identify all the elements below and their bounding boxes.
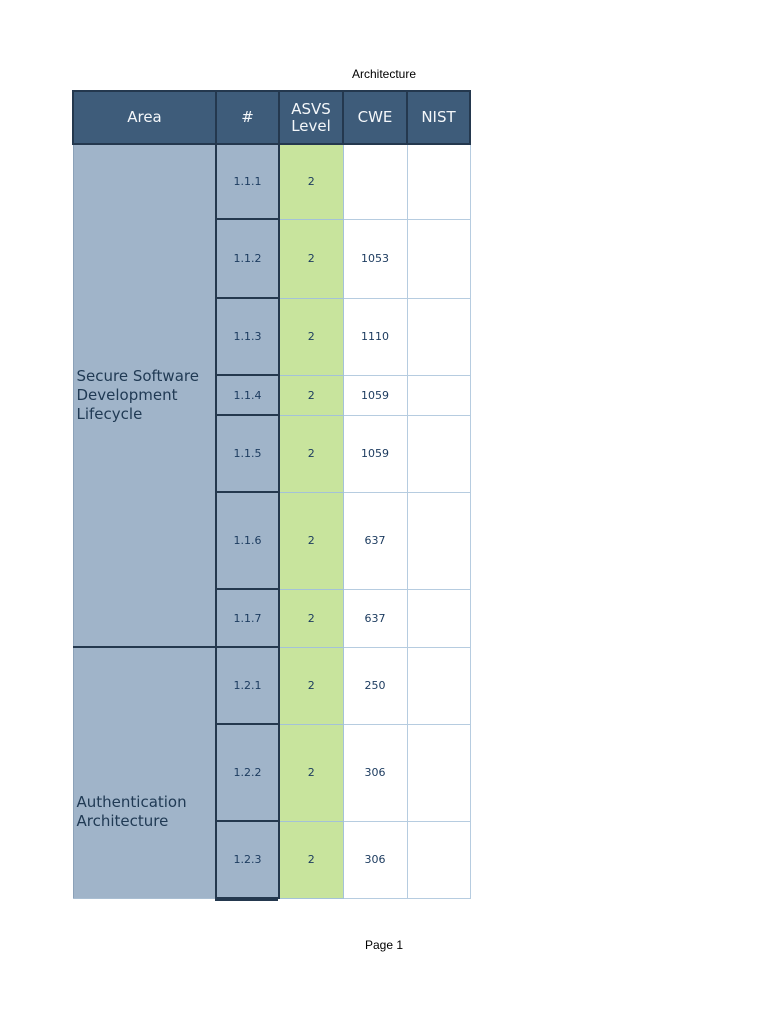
cwe-cell: 637	[342, 491, 408, 590]
cutoff-next-row-border	[215, 897, 278, 901]
cwe-cell: 306	[342, 723, 408, 822]
cwe-cell: 637	[342, 588, 408, 648]
asvs-level-cell: 2	[278, 297, 344, 376]
page-number: Page 1	[364, 938, 404, 952]
area-cell-authentication: Authentication Architecture	[72, 646, 217, 899]
nist-cell	[406, 218, 471, 299]
table-row: 1.1.4 2 1059	[73, 374, 471, 416]
nist-cell	[406, 723, 471, 822]
req-id-cell: 1.1.7	[215, 588, 280, 648]
table-row: Authentication Architecture 1.2.1 2 250	[72, 646, 471, 899]
column-header-nist: NIST	[406, 90, 471, 145]
nist-cell	[406, 143, 471, 220]
asvs-level-cell: 2	[278, 414, 344, 493]
column-header-cwe: CWE	[342, 90, 408, 145]
nist-cell	[406, 646, 471, 725]
asvs-level-cell: 2	[278, 646, 344, 725]
cwe-cell: 250	[342, 646, 408, 725]
table-row: 1.2.3 2 306	[73, 820, 471, 899]
asvs-level-cell: 2	[278, 374, 344, 416]
nist-cell	[406, 414, 471, 493]
asvs-level-cell: 2	[278, 143, 344, 220]
req-id-cell: 1.2.2	[215, 723, 280, 822]
req-id-cell: 1.1.4	[215, 374, 280, 416]
nist-cell	[406, 491, 471, 590]
column-header-area: Area	[72, 90, 217, 145]
area-label: Secure Software Development Lifecycle	[76, 367, 199, 423]
req-id-cell: 1.1.1	[215, 143, 280, 220]
req-id-cell: 1.1.3	[215, 297, 280, 376]
cwe-cell: 1059	[342, 374, 408, 416]
req-id-cell: 1.1.5	[215, 414, 280, 493]
area-cell-secure-sdlc: Secure Software Development Lifecycle	[72, 143, 217, 648]
asvs-level-cell: 2	[278, 491, 344, 590]
table-row: 1.1.3 2 1110	[73, 297, 471, 376]
asvs-table: Area # ASVS Level CWE NIST Secure Softwa…	[72, 90, 471, 899]
nist-cell	[406, 297, 471, 376]
asvs-level-cell: 2	[278, 820, 344, 899]
cwe-cell: 1053	[342, 218, 408, 299]
nist-cell	[406, 374, 471, 416]
cwe-cell: 306	[342, 820, 408, 899]
document-title: Architecture	[351, 67, 417, 81]
asvs-level-cell: 2	[278, 218, 344, 299]
header-row: Area # ASVS Level CWE NIST	[72, 90, 471, 145]
cwe-cell	[342, 143, 408, 220]
req-id-cell: 1.1.6	[215, 491, 280, 590]
asvs-level-cell: 2	[278, 723, 344, 822]
column-header-asvs-level: ASVS Level	[278, 90, 344, 145]
column-header-number: #	[215, 90, 280, 145]
req-id-cell: 1.1.2	[215, 218, 280, 299]
nist-cell	[406, 820, 471, 899]
req-id-cell: 1.2.1	[215, 646, 280, 725]
area-label: Authentication Architecture	[76, 793, 187, 830]
nist-cell	[406, 588, 471, 648]
cwe-cell: 1059	[342, 414, 408, 493]
table-row: 1.2.2 2 306	[73, 723, 471, 822]
asvs-level-cell: 2	[278, 588, 344, 648]
cwe-cell: 1110	[342, 297, 408, 376]
table-row: 1.1.2 2 1053	[73, 218, 471, 299]
table-row: 1.1.6 2 637	[73, 491, 471, 590]
table-row: Secure Software Development Lifecycle 1.…	[72, 143, 471, 648]
req-id-cell: 1.2.3	[215, 820, 280, 899]
